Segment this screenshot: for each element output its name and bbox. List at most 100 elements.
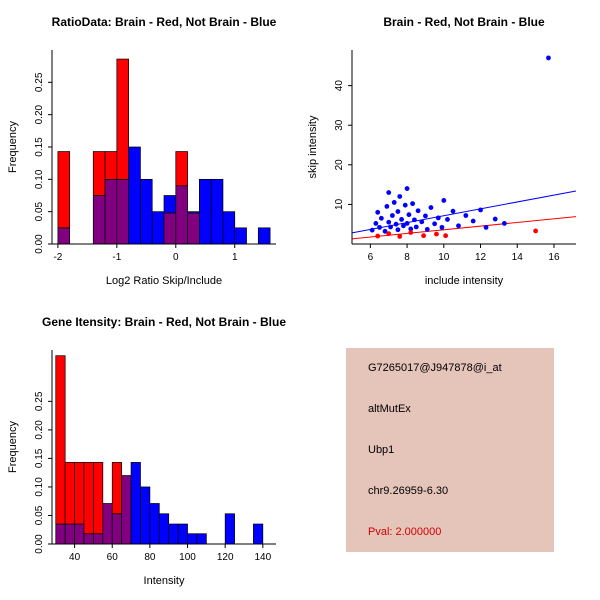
hist-bar-blue xyxy=(224,513,235,545)
scatter-point xyxy=(384,203,390,209)
not-brain-fit-line xyxy=(351,190,577,234)
scatter-point xyxy=(375,209,381,215)
event-type-line: altMutEx xyxy=(368,403,411,416)
y-tick-label: 0.15 xyxy=(34,137,45,157)
x-tick-label: 16 xyxy=(548,252,560,263)
scatter-point xyxy=(533,228,539,234)
hist-bar-blue xyxy=(140,486,151,545)
x-axis-label: Intensity xyxy=(144,575,185,587)
scatter-point xyxy=(404,221,410,226)
hist-bar-overlap xyxy=(93,533,104,545)
scatter-point xyxy=(378,215,384,221)
hist-bar-red xyxy=(116,58,129,180)
hist-bar-red xyxy=(83,462,94,535)
scatter-point xyxy=(375,233,381,239)
hist-bar-red xyxy=(64,462,75,525)
x-tick-label: 60 xyxy=(107,552,119,563)
x-tick-label: 120 xyxy=(217,552,234,563)
y-tick-label: 0.05 xyxy=(34,201,45,221)
hist-bar-blue xyxy=(151,211,165,245)
hist-bar-overlap xyxy=(175,185,188,245)
hist-bar-overlap xyxy=(92,195,106,245)
scatter-point xyxy=(435,215,441,221)
hist-bar-overlap xyxy=(121,475,132,545)
y-tick-label: 0.25 xyxy=(34,72,45,92)
x-tick-label: -1 xyxy=(112,252,121,263)
scatter-point xyxy=(463,213,469,218)
y-tick-label: 20 xyxy=(334,159,345,171)
hist-bar-overlap xyxy=(83,533,94,545)
scatter-point xyxy=(389,213,395,218)
hist-bar-blue xyxy=(168,523,179,545)
y-axis-label: skip intensity xyxy=(307,115,319,178)
y-tick-label: 0.25 xyxy=(34,391,45,411)
y-tick-label: 0.20 xyxy=(34,420,45,440)
scatter-point xyxy=(406,212,412,218)
hist-bar-red xyxy=(111,462,122,515)
y-tick-label: 10 xyxy=(334,198,345,210)
scatter-point xyxy=(546,55,551,61)
gene-intensity-histogram-chart: Gene Itensity: Brain - Red, Not Brain - … xyxy=(7,315,286,587)
panel-ratio-histogram: RatioData: Brain - Red, Not Brain - Blue… xyxy=(0,0,300,300)
chart-title: Brain - Red, Not Brain - Blue xyxy=(383,15,545,29)
hist-bar-red xyxy=(92,151,106,196)
scatter-point xyxy=(410,201,415,207)
locus-line: chr9.26959-6.30 xyxy=(368,484,449,497)
scatter-point xyxy=(443,233,449,239)
scatter-point xyxy=(428,205,434,210)
scatter-point xyxy=(413,224,419,230)
hist-bar-overlap xyxy=(57,227,71,245)
hist-bar-blue xyxy=(177,523,188,545)
panel-gene-intensity-histogram: Gene Itensity: Brain - Red, Not Brain - … xyxy=(0,300,300,600)
scatter-point xyxy=(388,224,393,230)
hist-bar-red xyxy=(93,462,104,535)
pval-line: Pval: 2.000000 xyxy=(368,525,442,538)
scatter-point xyxy=(402,202,408,208)
y-tick-label: 0.15 xyxy=(34,448,45,468)
scatter-point xyxy=(397,194,403,199)
scatter-point xyxy=(432,221,438,227)
hist-bar-overlap xyxy=(111,513,122,545)
hist-bar-overlap xyxy=(163,212,177,245)
scatter-point xyxy=(377,224,382,230)
scatter-point xyxy=(492,216,498,222)
x-tick-label: 14 xyxy=(512,252,524,263)
x-tick-label: 80 xyxy=(144,552,156,563)
x-axis-label: Log2 Ratio Skip/Include xyxy=(106,275,222,287)
scatter-point xyxy=(399,217,404,222)
scatter-point xyxy=(421,233,427,239)
scatter-point xyxy=(434,231,439,237)
scatter-point xyxy=(391,200,397,205)
probe-id-line: G7265017@J947878@i_at xyxy=(368,362,502,375)
hist-bar-overlap xyxy=(104,178,118,245)
gene-name-line: Ubp1 xyxy=(368,443,395,456)
scatter-point xyxy=(408,230,414,235)
x-axis-label: include intensity xyxy=(425,275,504,287)
scatter-point xyxy=(408,226,414,232)
hist-bar-blue xyxy=(187,211,200,214)
x-tick-label: 100 xyxy=(179,552,196,563)
scatter-point xyxy=(415,208,421,214)
x-tick-label: 140 xyxy=(254,552,271,563)
hist-bar-red xyxy=(57,151,71,229)
hist-bar-blue xyxy=(130,462,141,545)
hist-bar-overlap xyxy=(102,503,113,545)
hist-bar-blue xyxy=(222,211,236,245)
scatter-point xyxy=(369,227,375,233)
scatter-point xyxy=(412,217,417,223)
scatter-point xyxy=(424,226,430,232)
scatter-point xyxy=(439,224,445,230)
hist-bar-blue xyxy=(163,195,177,214)
y-tick-label: 0.00 xyxy=(34,234,45,254)
scatter-point xyxy=(386,219,392,225)
gene-info-box: G7265017@J947878@i_at altMutEx Ubp1 chr9… xyxy=(346,348,554,552)
scatter-point xyxy=(450,208,456,214)
intensity-scatter-chart: Brain - Red, Not Brain - Blue 6 8 10 12 14 16 1… xyxy=(307,15,577,287)
x-tick-label: -2 xyxy=(53,252,62,263)
hist-bar-blue xyxy=(210,178,224,245)
scatter-point xyxy=(395,227,401,233)
scatter-point xyxy=(397,234,403,239)
x-tick-label: 6 xyxy=(368,252,374,263)
scatter-point xyxy=(393,221,399,227)
hist-bar-overlap xyxy=(64,523,75,545)
